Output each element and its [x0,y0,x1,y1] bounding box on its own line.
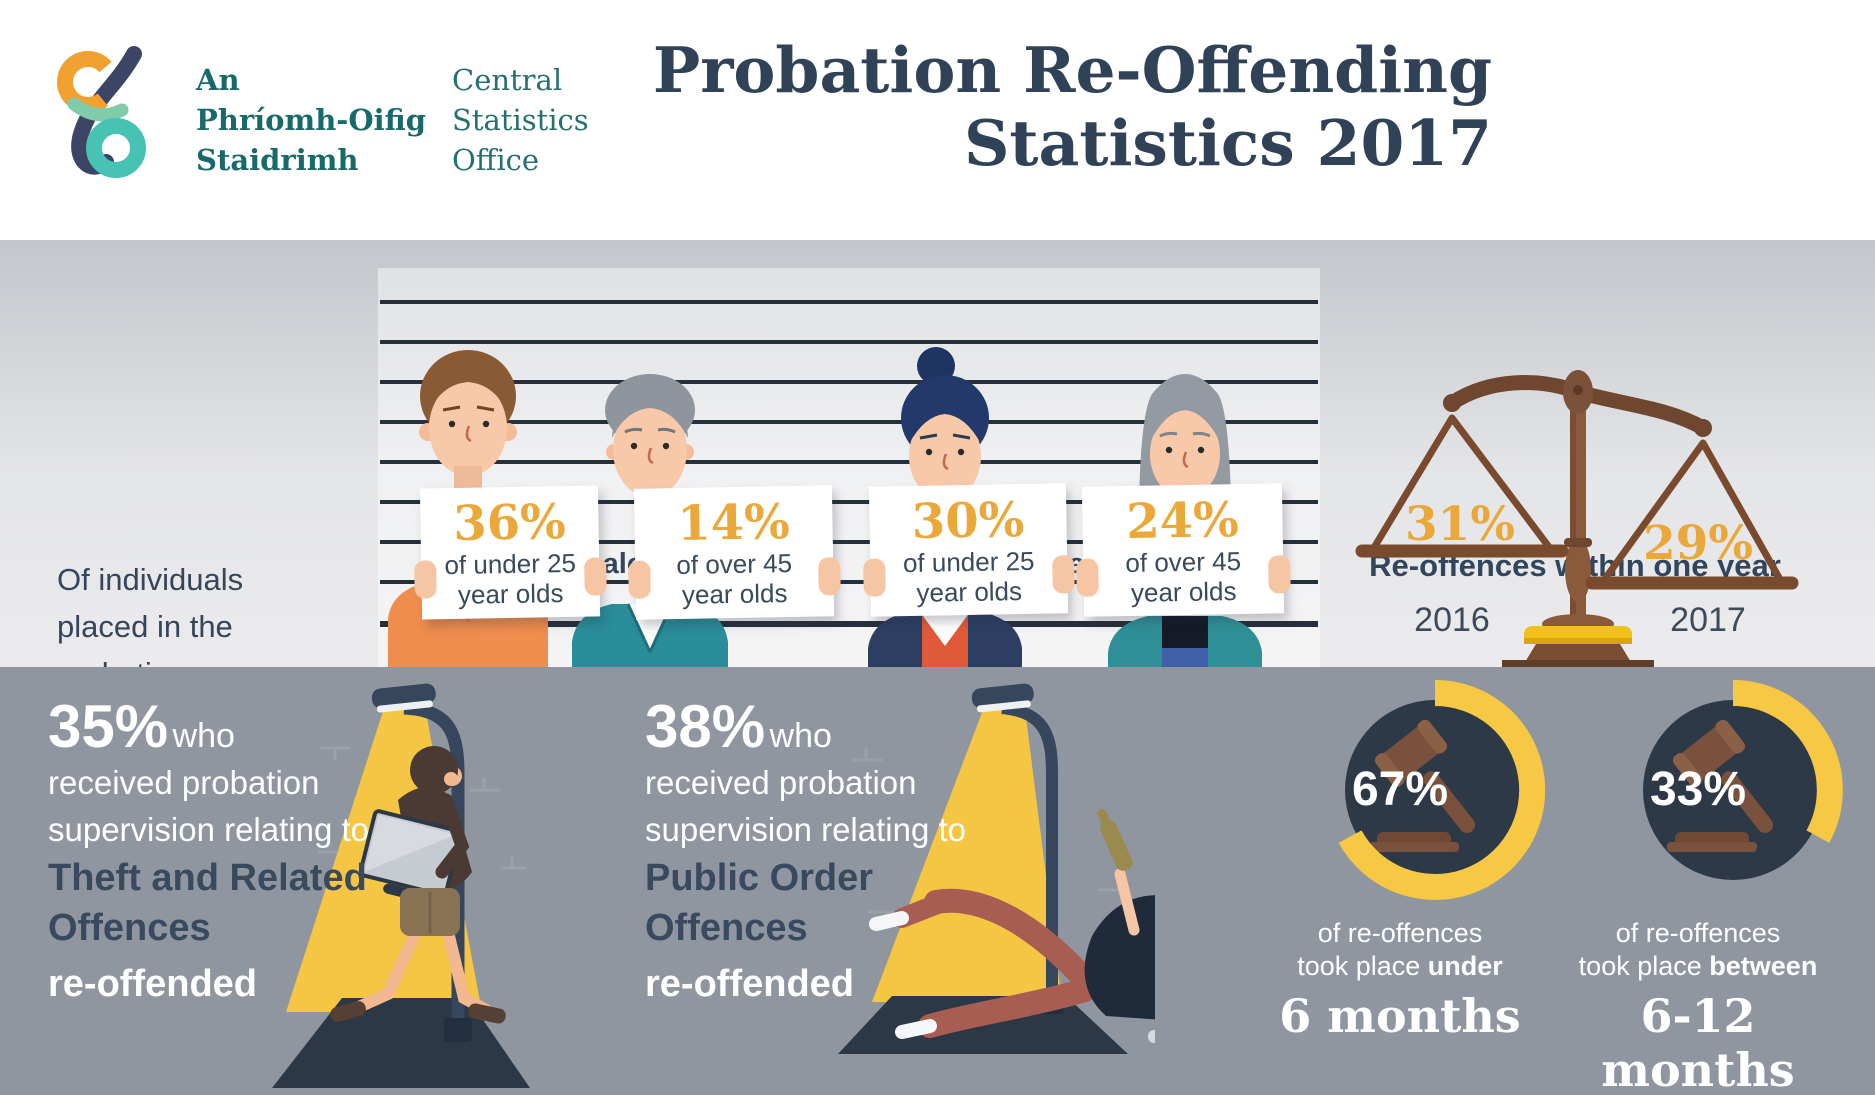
bottle-icon [1097,808,1133,871]
donut-percent: 67% [1351,763,1449,816]
sign-percent: 30% [911,492,1025,550]
theft-stat-block: 35% who received probation supervision r… [48,695,398,1009]
scale-2016-value: 31% [1404,497,1516,552]
hand-icon [863,558,886,597]
donut-arc-33 [1732,680,1843,843]
lineup-section: Of individuals placed in the probation s… [0,240,1875,832]
thief-figure [330,746,506,1024]
sign-females-over45: 24% of over 45 year olds [1076,483,1291,617]
hand-icon [1268,555,1291,594]
page-title: Probation Re-Offending Statistics 2017 [652,33,1492,180]
stolen-tv [358,809,463,901]
donut-chart-33 [1643,680,1843,880]
cso-logo [57,46,146,178]
donut-6-12-months: 33% of re-offences took place between 6-… [1553,680,1843,1095]
sign-percent: 36% [452,494,567,552]
theft-offence-name: Theft and Related [48,857,367,899]
logo-english-name: Central Statistics Office [452,63,589,177]
months-label: 6 months [1279,989,1521,1043]
hand-icon [1052,555,1075,594]
public-order-illustration [838,683,1155,1054]
sign-males-over45: 14% of over 45 year olds [628,485,841,620]
sign-females-under25: 30% of under 25 year olds [863,483,1075,617]
donut-arc-67 [1338,680,1546,900]
public-order-stat-block: 38% who received probation supervision r… [645,695,1005,1009]
sign-percent: 24% [1125,492,1240,550]
sign-males-under25: 36% of under 25 year olds [414,485,607,620]
hand-icon [628,560,651,599]
logo-irish-name: An Phríomh-Oifig Staidrimh [196,63,426,177]
hand-icon [818,557,841,596]
donut-under-6-months: 67% of re-offences took place under 6 mo… [1255,680,1546,1043]
gavel-icon [1369,719,1476,852]
gavel-icon [1667,719,1774,852]
header: An Phríomh-Oifig Staidrimh Central Stati… [0,0,1875,240]
theft-percent: 35% [48,693,169,760]
scale-2017-label: 2017 [1670,601,1746,639]
offences-section: 35% who received probation supervision r… [0,667,1875,1095]
donut-percent: 33% [1649,763,1747,816]
hand-icon [1076,558,1099,597]
public-order-offence-name: Public Order [645,857,874,899]
hand-icon [414,560,437,599]
donut-chart-67 [1338,680,1546,900]
sign-percent: 14% [676,494,791,552]
drunk-person-figure [869,808,1155,1043]
balance-scale-illustration [1355,370,1799,667]
hand-icon [584,557,607,596]
bottle-icon [1148,1030,1155,1043]
young-female-figure [868,347,1022,667]
scale-2016-label: 2016 [1414,601,1490,639]
scale-2017-value: 29% [1642,516,1754,571]
brick-wall-marks [318,746,526,950]
months-label: 6-12 months [1601,989,1795,1095]
theft-illustration [272,683,530,1088]
public-order-percent: 38% [645,693,766,760]
